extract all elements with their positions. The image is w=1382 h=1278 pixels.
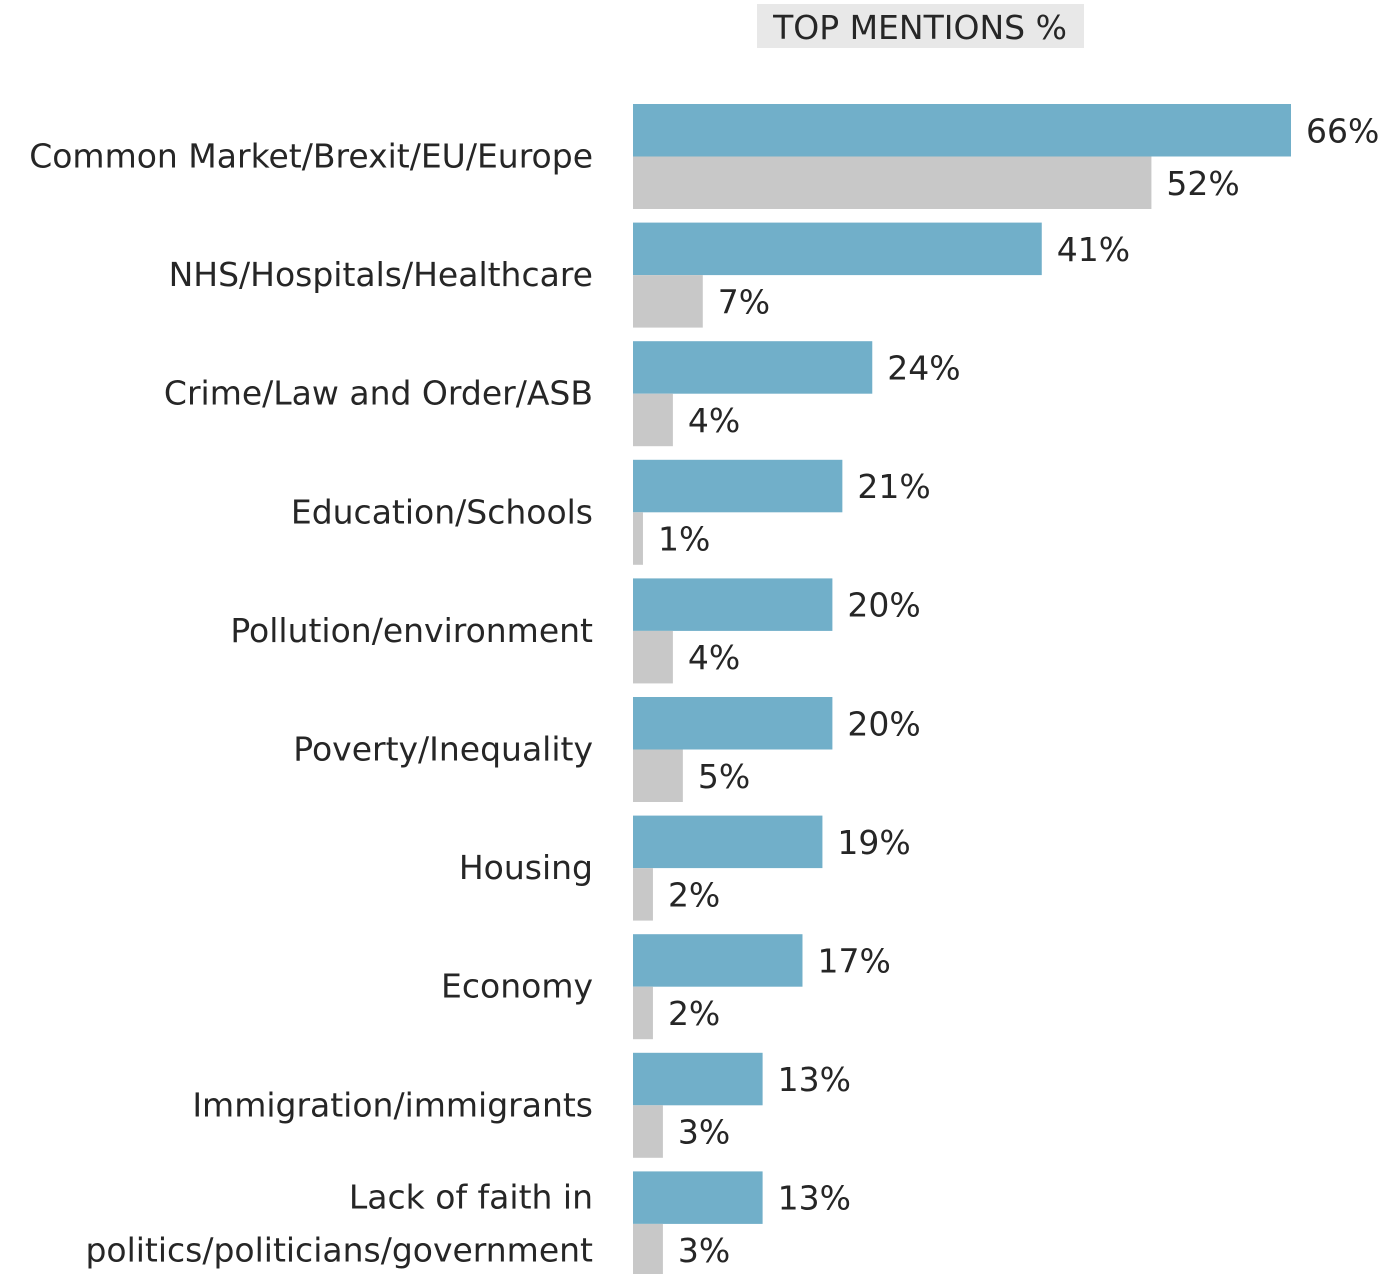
- data-label-series-1: 13%: [778, 1060, 851, 1099]
- bar-series-1: [633, 1052, 763, 1106]
- bar-series-1: [633, 578, 833, 631]
- data-label-series-1: 20%: [847, 586, 920, 625]
- category-label: Lack of faith in politics/politicians/gov…: [85, 1177, 593, 1269]
- data-label-series-1: 17%: [817, 941, 890, 980]
- bar-series-1: [633, 222, 1042, 276]
- data-label-series-1: 24%: [887, 348, 960, 387]
- bar-series-2: [633, 1223, 663, 1277]
- bar-series-2: [633, 393, 673, 447]
- data-label-series-1: 13%: [778, 1179, 851, 1218]
- data-label-series-2: 5%: [698, 757, 750, 796]
- data-label-series-2: 2%: [668, 875, 720, 914]
- bar-series-2: [633, 156, 1152, 209]
- data-label-series-1: 21%: [857, 467, 930, 506]
- bar-series-1: [633, 459, 843, 513]
- bar-series-1: [633, 697, 833, 750]
- category-label: Poverty/Inequality: [293, 730, 593, 769]
- category-label: Pollution/environment: [230, 611, 593, 650]
- bar-series-1: [633, 1171, 763, 1224]
- data-label-series-2: 7%: [718, 282, 770, 321]
- bar-series-1: [633, 934, 803, 987]
- category-label: Crime/Law and Order/ASB: [164, 374, 593, 413]
- data-label-series-2: 1%: [658, 520, 710, 559]
- category-label-line: politics/politicians/government: [85, 1230, 593, 1269]
- category-label-line: Economy: [441, 967, 593, 1006]
- data-label-series-1: 66%: [1306, 111, 1379, 150]
- category-label-line: Pollution/environment: [230, 611, 593, 650]
- category-label: Common Market/Brexit/EU/Europe: [29, 137, 593, 176]
- data-label-series-1: 41%: [1057, 230, 1130, 269]
- bar-series-1: [633, 104, 1291, 157]
- chart-title-background: [757, 4, 1084, 48]
- category-label: NHS/Hospitals/Healthcare: [169, 255, 593, 294]
- data-label-series-2: 2%: [668, 994, 720, 1033]
- category-label-line: Housing: [459, 848, 593, 887]
- data-label-series-2: 52%: [1166, 164, 1239, 203]
- bar-series-1: [633, 341, 873, 394]
- data-label-series-2: 4%: [688, 638, 740, 677]
- bar-series-1: [633, 815, 823, 869]
- category-label-line: Common Market/Brexit/EU/Europe: [29, 137, 593, 176]
- data-label-series-2: 3%: [678, 1113, 730, 1152]
- category-label-line: Education/Schools: [291, 492, 593, 531]
- category-label-line: NHS/Hospitals/Healthcare: [169, 255, 593, 294]
- bar-series-2: [633, 1105, 663, 1158]
- chart-title: TOP MENTIONS %: [772, 8, 1067, 47]
- data-label-series-1: 19%: [837, 823, 910, 862]
- category-label-line: Immigration/immigrants: [192, 1085, 593, 1124]
- bar-series-2: [633, 275, 703, 328]
- category-label-line: Lack of faith in: [349, 1177, 593, 1216]
- category-label: Education/Schools: [291, 492, 593, 531]
- bar-series-2: [633, 749, 683, 802]
- bars-layer: Common Market/Brexit/EU/Europe 66% 52% NHS/…: [29, 104, 1379, 1277]
- category-label: Housing: [459, 848, 593, 887]
- category-label-line: Crime/Law and Order/ASB: [164, 374, 593, 413]
- category-label: Immigration/immigrants: [192, 1085, 593, 1124]
- bar-series-2: [633, 986, 653, 1040]
- data-label-series-2: 3%: [678, 1231, 730, 1270]
- data-label-series-2: 4%: [688, 401, 740, 440]
- bar-series-2: [633, 630, 673, 684]
- bar-series-2: [633, 512, 643, 565]
- bar-series-2: [633, 868, 653, 921]
- category-label-line: Poverty/Inequality: [293, 730, 593, 769]
- category-label: Economy: [441, 967, 593, 1006]
- data-label-series-1: 20%: [847, 704, 920, 743]
